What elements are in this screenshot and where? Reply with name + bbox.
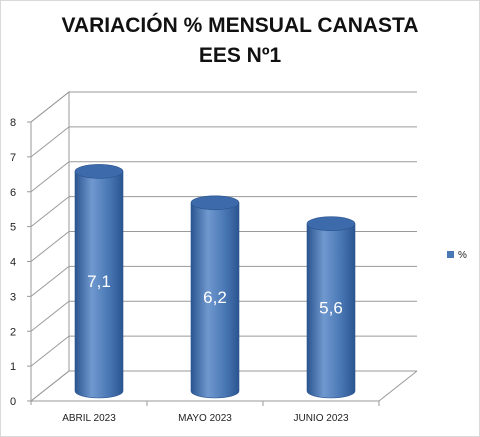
gridline [30,161,417,193]
bar [306,223,356,399]
gridline [30,300,417,332]
x-tick-label: JUNIO 2023 [293,413,348,424]
y-tick-label: 0 [10,396,16,408]
y-tick-label: 5 [10,222,16,234]
y-tick-label: 2 [10,326,16,338]
bar [190,202,240,399]
bar-top [74,164,124,179]
chart-title-line-1: VARIACIÓN % MENSUAL CANASTA [61,14,419,37]
legend-swatch [447,251,454,258]
gridline [30,126,417,158]
y-tick-label: 7 [10,152,16,164]
y-tick-label: 6 [10,187,16,199]
y-tick-label: 1 [10,361,16,373]
legend-label: % [458,250,467,261]
gridline [30,231,417,262]
bar-top [190,195,240,211]
chart-title-line-2: EES Nº1 [198,44,282,67]
x-tick-label: MAYO 2023 [178,413,232,424]
gridline [30,370,417,402]
gridline [30,196,417,228]
gridline [30,265,417,297]
y-tick-label: 8 [10,117,16,129]
data-label: 7,1 [87,272,111,291]
gridline [30,91,417,123]
bar [74,171,124,399]
x-tick-label: ABRIL 2023 [62,413,116,424]
y-tick-label: 4 [10,257,16,269]
y-tick-label: 3 [10,291,16,303]
bar-top [306,216,356,231]
data-label: 5,6 [319,298,343,317]
data-label: 6,2 [203,288,227,307]
chart-title: VARIACIÓN % MENSUAL CANASTA EES Nº1 [1,11,479,71]
gridline [30,335,417,367]
